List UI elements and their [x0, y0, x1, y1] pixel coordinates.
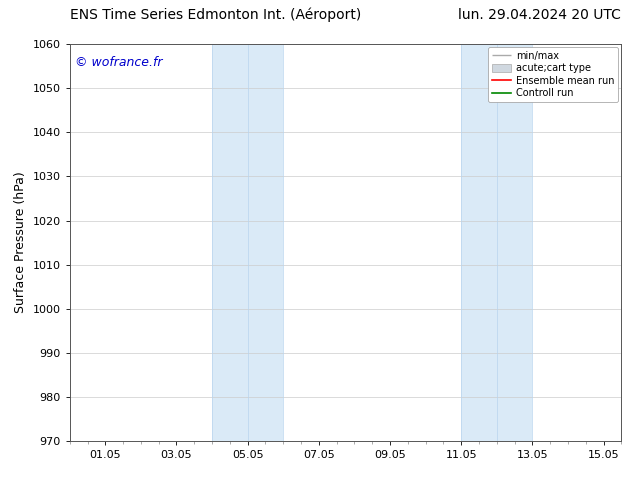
Legend: min/max, acute;cart type, Ensemble mean run, Controll run: min/max, acute;cart type, Ensemble mean …	[488, 47, 618, 102]
Bar	[461, 44, 533, 441]
Text: © wofrance.fr: © wofrance.fr	[75, 56, 163, 69]
Text: lun. 29.04.2024 20 UTC: lun. 29.04.2024 20 UTC	[458, 8, 621, 22]
Y-axis label: Surface Pressure (hPa): Surface Pressure (hPa)	[14, 172, 27, 314]
Bar	[212, 44, 283, 441]
Text: ENS Time Series Edmonton Int. (Aéroport): ENS Time Series Edmonton Int. (Aéroport)	[70, 7, 361, 22]
